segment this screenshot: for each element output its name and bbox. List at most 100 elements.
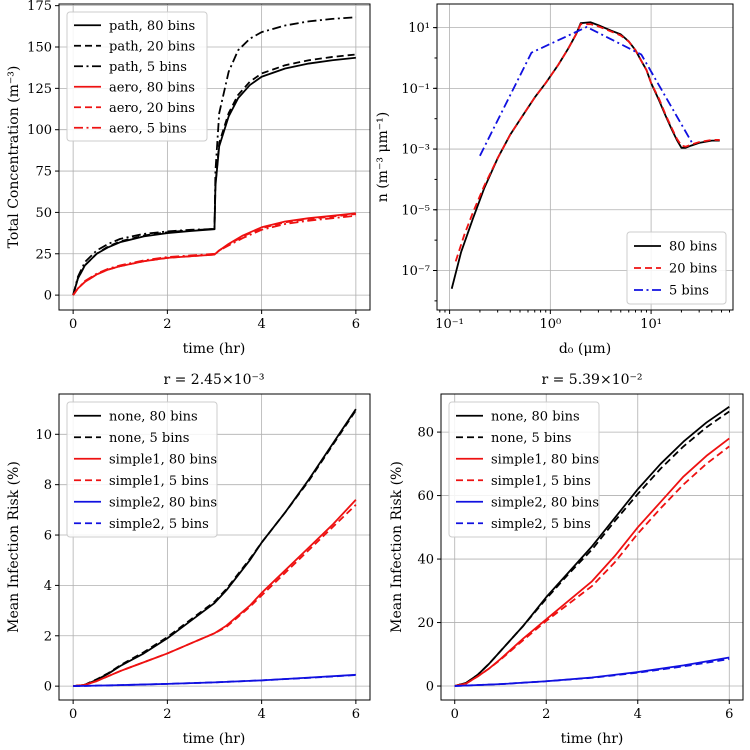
p3-legend-label: simple2, 5 bins <box>109 517 209 532</box>
p4-legend: none, 80 bins none, 5 bins simple1, 80 bin… <box>448 401 600 538</box>
p1-xtick-label: 0 <box>69 317 77 332</box>
p2-ticks: 10⁻¹ 10⁰ 10¹ 10⁻⁷ 10⁻⁵ 10⁻³ 10⁻¹ 10¹ <box>401 21 730 332</box>
p4-xtick-label: 2 <box>542 707 550 722</box>
p4-legend-label: none, 80 bins <box>491 409 580 424</box>
p1-ytick-label: 75 <box>35 165 52 180</box>
p2-legend-box <box>626 231 727 305</box>
p1-xlabel: time (hr) <box>183 341 246 357</box>
p2-ytick-label: 10¹ <box>408 21 430 36</box>
p1-series-aero-20-bins <box>72 213 356 296</box>
p4-series-none-5-bins <box>454 410 730 687</box>
p3-xtick-label: 6 <box>352 707 360 722</box>
p4-xlabel: time (hr) <box>561 731 624 747</box>
p1-legend-label: aero, 80 bins <box>109 80 195 95</box>
p3-ytick-label: 2 <box>44 629 52 644</box>
p1-ytick-label: 150 <box>27 41 52 56</box>
p3-frame <box>58 393 371 701</box>
p2-legend-label: 5 bins <box>669 284 709 299</box>
p1-legend-label: aero, 20 bins <box>109 101 195 116</box>
p4-legend-label: simple1, 5 bins <box>491 474 591 489</box>
p2-ytick-label: 10⁻⁷ <box>401 264 430 279</box>
p2-legend: 80 bins 20 bins 5 bins <box>626 231 727 305</box>
p3-ticks: 0 2 4 6 0 2 4 6 8 10 <box>35 428 360 722</box>
p1-series-path-20-bins <box>72 53 356 296</box>
p1-legend: path, 80 bins path, 20 bins path, 5 bins ae… <box>66 11 208 142</box>
p1-ytick-label: 50 <box>35 206 52 221</box>
p3-legend-label: simple1, 5 bins <box>109 474 209 489</box>
p4-ytick-label: 80 <box>417 426 434 441</box>
p2-xtick-label: 10⁻¹ <box>435 317 464 332</box>
p4-ytick-label: 20 <box>417 616 434 631</box>
p1-legend-label: aero, 5 bins <box>109 121 187 136</box>
p2-ylabel: n (m⁻³ μm⁻¹) <box>375 112 391 203</box>
p3-legend-label: none, 5 bins <box>109 431 189 446</box>
p2-xlabel: d₀ (μm) <box>559 341 611 357</box>
p3-ytick-label: 0 <box>44 680 52 695</box>
p4-legend-label: simple2, 80 bins <box>491 495 599 510</box>
p2-series-group <box>450 21 720 290</box>
p2-xtick-label: 10¹ <box>640 317 662 332</box>
p2-ytick-label: 10⁻¹ <box>401 82 430 97</box>
p1-legend-label: path, 80 bins <box>109 19 195 34</box>
panel-infection-risk-low: r = 2.45×10⁻³ 0 2 4 6 0 2 4 6 8 10 time (hr) Mean… <box>6 372 371 747</box>
p4-xtick-label: 6 <box>725 707 733 722</box>
p1-frame <box>58 3 371 311</box>
p3-series-simple1-5-bins <box>73 504 357 688</box>
p2-ytick-label: 10⁻³ <box>401 143 430 158</box>
p4-ytick-label: 0 <box>426 680 434 695</box>
p1-series-group <box>72 16 356 296</box>
p4-ytick-label: 40 <box>417 553 434 568</box>
p4-xtick-label: 0 <box>451 707 459 722</box>
panel-size-distribution: 10⁻¹ 10⁰ 10¹ 10⁻⁷ 10⁻⁵ 10⁻³ 10⁻¹ 10¹ d₀ (μm) n … <box>375 3 734 357</box>
p4-legend-label: none, 5 bins <box>491 431 571 446</box>
p1-legend-label: path, 20 bins <box>109 39 195 54</box>
p3-legend-label: simple1, 80 bins <box>109 452 217 467</box>
p1-xtick-label: 6 <box>352 317 360 332</box>
p1-ytick-label: 175 <box>27 0 52 14</box>
p3-xtick-label: 2 <box>163 707 171 722</box>
p3-series-none-5-bins <box>73 409 357 688</box>
p3-legend: none, 80 bins none, 5 bins simple1, 80 bin… <box>66 401 218 538</box>
p1-legend-label: path, 5 bins <box>109 60 187 75</box>
p1-legend-box <box>66 11 208 142</box>
p4-series-simple2-5-bins <box>454 658 730 687</box>
p4-ylabel: Mean Infection Risk (%) <box>389 461 405 633</box>
p1-xtick-label: 2 <box>163 317 171 332</box>
p2-ytick-label: 10⁻⁵ <box>401 203 430 218</box>
p1-ylabel: Total Concentration (m⁻³) <box>6 66 22 249</box>
p3-xtick-label: 4 <box>257 707 265 722</box>
p4-legend-label: simple2, 5 bins <box>491 517 591 532</box>
p4-title: r = 5.39×10⁻² <box>541 372 642 388</box>
p3-ylabel: Mean Infection Risk (%) <box>6 461 22 633</box>
p3-title: r = 2.45×10⁻³ <box>163 372 264 388</box>
p3-series-simple2-5-bins <box>73 674 356 688</box>
p1-ytick-label: 25 <box>35 247 52 262</box>
p3-ytick-label: 4 <box>44 579 52 594</box>
p4-series-simple1-80-bins <box>454 437 730 687</box>
panel-total-concentration: 0 2 4 6 0 25 50 75 100 125 150 175 time (hr) Total … <box>6 0 371 357</box>
p4-ytick-label: 60 <box>417 489 434 504</box>
p2-series-5-bins <box>479 26 693 157</box>
p1-ticks: 0 2 4 6 0 25 50 75 100 125 150 175 <box>27 0 360 332</box>
p3-legend-box <box>66 401 218 538</box>
p3-ytick-label: 6 <box>44 529 52 544</box>
p3-series-simple1-80-bins <box>73 499 357 688</box>
p3-legend-label: none, 80 bins <box>109 409 198 424</box>
p4-legend-label: simple1, 80 bins <box>491 452 599 467</box>
p4-xtick-label: 4 <box>634 707 642 722</box>
p4-frame <box>440 393 744 701</box>
p2-legend-label: 80 bins <box>669 240 717 255</box>
p2-series-80-bins <box>450 21 720 290</box>
p4-series-none-80-bins <box>454 405 730 687</box>
p1-xtick-label: 4 <box>257 317 265 332</box>
p3-ytick-label: 10 <box>35 428 52 443</box>
p3-xtick-label: 0 <box>69 707 77 722</box>
p1-ytick-label: 0 <box>44 289 52 304</box>
p1-ytick-label: 100 <box>27 123 52 138</box>
p2-xtick-label: 10⁰ <box>539 317 561 332</box>
p2-frame <box>436 3 734 311</box>
p4-legend-box <box>448 401 600 538</box>
